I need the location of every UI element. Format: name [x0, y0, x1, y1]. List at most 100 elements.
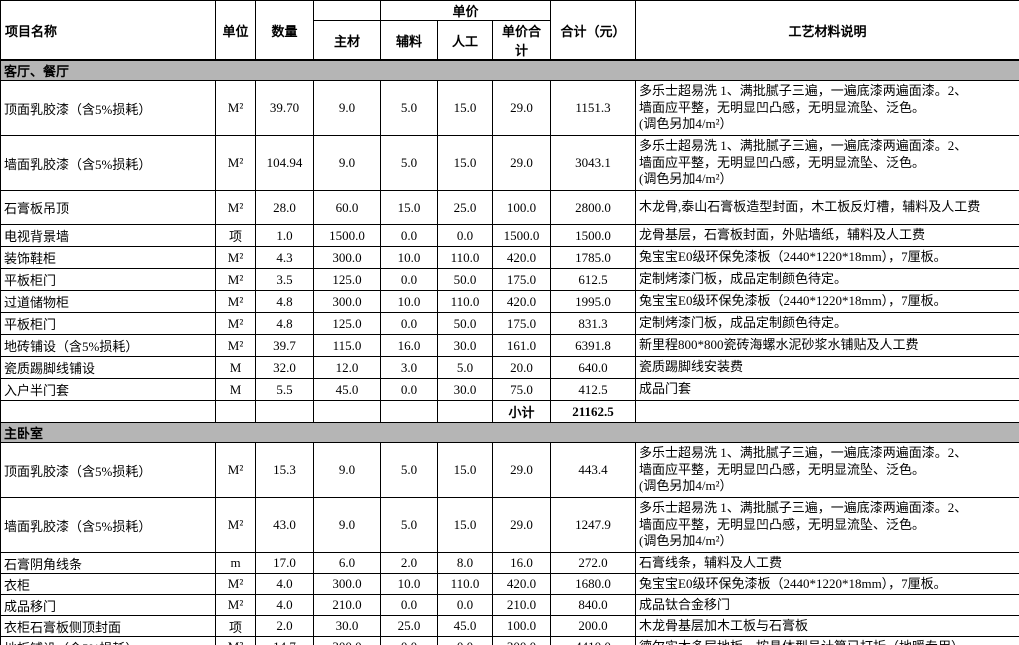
- cell-aux-material: 3.0: [380, 356, 438, 379]
- cell-description: 龙骨基层，石膏板封面，外贴墙纸，辅料及人工费: [635, 224, 1019, 247]
- cell-description: 兔宝宝E0级环保免漆板（2440*1220*18mm），7厘板。: [635, 573, 1019, 595]
- cell-item-name: 石膏阴角线条: [0, 552, 216, 574]
- cell-description: 多乐士超易洗 1、满批腻子三遍，一遍底漆两遍面漆。2、 墙面应平整，无明显凹凸感…: [635, 497, 1019, 553]
- col-header-desc: 工艺材料说明: [635, 0, 1019, 61]
- cell-unit: M: [215, 356, 256, 379]
- cell-labor: 45.0: [437, 615, 493, 637]
- cell-description: 定制烤漆门板，成品定制颜色待定。: [635, 268, 1019, 291]
- table-row: 衣柜石膏板侧顶封面项 2.0 30.0 25.0 45.0 100.0 200.0 木龙骨基层…: [0, 615, 1019, 637]
- cell-labor: 0.0: [437, 594, 493, 616]
- cell-unit: 项: [215, 224, 256, 247]
- cell-total: 1995.0: [550, 290, 637, 313]
- cell-unit: M²: [215, 80, 256, 136]
- cell-aux-material: 5.0: [380, 80, 438, 136]
- cell-labor: 25.0: [437, 190, 493, 225]
- cell-unit: M²: [215, 190, 256, 225]
- cell-main-material: 300.0: [313, 573, 381, 595]
- cell-qty: 15.3: [255, 442, 314, 498]
- cell-item-name: 地板铺设（含5%损耗）: [0, 636, 216, 645]
- cell-main-material: 300.0: [313, 246, 381, 269]
- cell-labor: 8.0: [437, 552, 493, 574]
- cell-description: 兔宝宝E0级环保免漆板（2440*1220*18mm），7厘板。: [635, 290, 1019, 313]
- table-row: 地砖铺设（含5%损耗） M² 39.7 115.0 16.0 30.0 161.0 6391.…: [0, 334, 1019, 357]
- cell-main-material: 9.0: [313, 497, 381, 553]
- cell-item-name: 瓷质踢脚线铺设: [0, 356, 216, 379]
- cell-total: 1151.3: [550, 80, 637, 136]
- cell-aux-material: 5.0: [380, 442, 438, 498]
- cell-item-name: 石膏板吊顶: [0, 190, 216, 225]
- cell-main-material: 12.0: [313, 356, 381, 379]
- section-header-row: 主卧室: [0, 422, 1019, 443]
- cell-labor: 110.0: [437, 246, 493, 269]
- table-row: 顶面乳胶漆（含5%损耗） M² 15.3 9.0 5.0 15.0 29.0 443.4 多乐士…: [0, 442, 1019, 498]
- cell-description: 多乐士超易洗 1、满批腻子三遍，一遍底漆两遍面漆。2、 墙面应平整，无明显凹凸感…: [635, 80, 1019, 136]
- table-row: 衣柜 M² 4.0 300.0 10.0 110.0 420.0 1680.0 兔宝宝E0级环保…: [0, 573, 1019, 595]
- cell-empty: [255, 400, 314, 423]
- quote-table-body: 客厅、餐厅 顶面乳胶漆（含5%损耗） M² 39.70 9.0 5.0 15.0 29.0 11…: [0, 59, 1019, 645]
- cell-description: 定制烤漆门板，成品定制颜色待定。: [635, 312, 1019, 335]
- cell-item-name: 顶面乳胶漆（含5%损耗）: [0, 442, 216, 498]
- cell-qty: 4.3: [255, 246, 314, 269]
- cell-aux-material: 0.0: [380, 312, 438, 335]
- cell-empty: [380, 400, 438, 423]
- cell-main-material: 125.0: [313, 268, 381, 291]
- cell-item-name: 顶面乳胶漆（含5%损耗）: [0, 80, 216, 136]
- cell-unit-price-total: 161.0: [491, 334, 552, 357]
- cell-description: 兔宝宝E0级环保免漆板（2440*1220*18mm），7厘板。: [635, 246, 1019, 269]
- cell-item-name: 成品移门: [0, 594, 216, 616]
- cell-unit: M²: [215, 334, 256, 357]
- cell-unit: m: [215, 552, 256, 574]
- cell-unit-price-total: 29.0: [491, 497, 552, 553]
- subtotal-value: 21162.5: [550, 400, 637, 423]
- cell-total: 6391.8: [550, 334, 637, 357]
- section-title: 客厅、餐厅: [0, 59, 1019, 81]
- cell-aux-material: 25.0: [380, 615, 438, 637]
- cell-item-name: 衣柜石膏板侧顶封面: [0, 615, 216, 637]
- cell-unit: M²: [215, 594, 256, 616]
- table-row: 瓷质踢脚线铺设 M 32.0 12.0 3.0 5.0 20.0 640.0 瓷质踢脚线安装费: [0, 356, 1019, 379]
- cell-labor: 110.0: [437, 573, 493, 595]
- cell-item-name: 过道储物柜: [0, 290, 216, 313]
- cell-aux-material: 0.0: [380, 636, 438, 645]
- cell-qty: 3.5: [255, 268, 314, 291]
- cell-main-material: 6.0: [313, 552, 381, 574]
- cell-total: 200.0: [550, 615, 637, 637]
- cell-qty: 39.7: [255, 334, 314, 357]
- table-row: 墙面乳胶漆（含5%损耗） M² 43.0 9.0 5.0 15.0 29.0 1247.9 多乐…: [0, 497, 1019, 553]
- cell-unit-price-total: 75.0: [491, 378, 552, 401]
- cell-aux-material: 5.0: [380, 497, 438, 553]
- cell-aux-material: 16.0: [380, 334, 438, 357]
- col-header-empty-cell: [313, 0, 381, 21]
- cell-labor: 110.0: [437, 290, 493, 313]
- cell-unit-price-total: 100.0: [491, 190, 552, 225]
- cell-main-material: 115.0: [313, 334, 381, 357]
- cell-qty: 4.0: [255, 594, 314, 616]
- cell-unit-price-total: 16.0: [491, 552, 552, 574]
- cell-unit-price-total: 420.0: [491, 573, 552, 595]
- cell-description: 成品门套: [635, 378, 1019, 401]
- cell-unit: M²: [215, 573, 256, 595]
- col-header-qty: 数量: [255, 0, 314, 61]
- cell-unit: M²: [215, 636, 256, 645]
- col-header-main-material: 主材: [313, 20, 381, 61]
- cell-total: 612.5: [550, 268, 637, 291]
- cell-unit: M: [215, 378, 256, 401]
- cell-labor: 15.0: [437, 135, 493, 191]
- cell-empty: [0, 400, 216, 423]
- table-row: 平板柜门 M² 4.8 125.0 0.0 50.0 175.0 831.3 定制烤漆门板，成品…: [0, 312, 1019, 335]
- col-header-total: 合计（元）: [550, 0, 637, 61]
- col-header-labor: 人工: [437, 20, 493, 61]
- cell-aux-material: 0.0: [380, 224, 438, 247]
- cell-total: 2800.0: [550, 190, 637, 225]
- cell-qty: 1.0: [255, 224, 314, 247]
- cell-total: 412.5: [550, 378, 637, 401]
- cell-main-material: 9.0: [313, 80, 381, 136]
- cell-item-name: 墙面乳胶漆（含5%损耗）: [0, 497, 216, 553]
- cell-empty: [635, 400, 1019, 423]
- cell-total: 840.0: [550, 594, 637, 616]
- cell-description: 新里程800*800瓷砖海螺水泥砂浆水铺贴及人工费: [635, 334, 1019, 357]
- cell-main-material: 9.0: [313, 442, 381, 498]
- cell-unit-price-total: 1500.0: [491, 224, 552, 247]
- cell-total: 1680.0: [550, 573, 637, 595]
